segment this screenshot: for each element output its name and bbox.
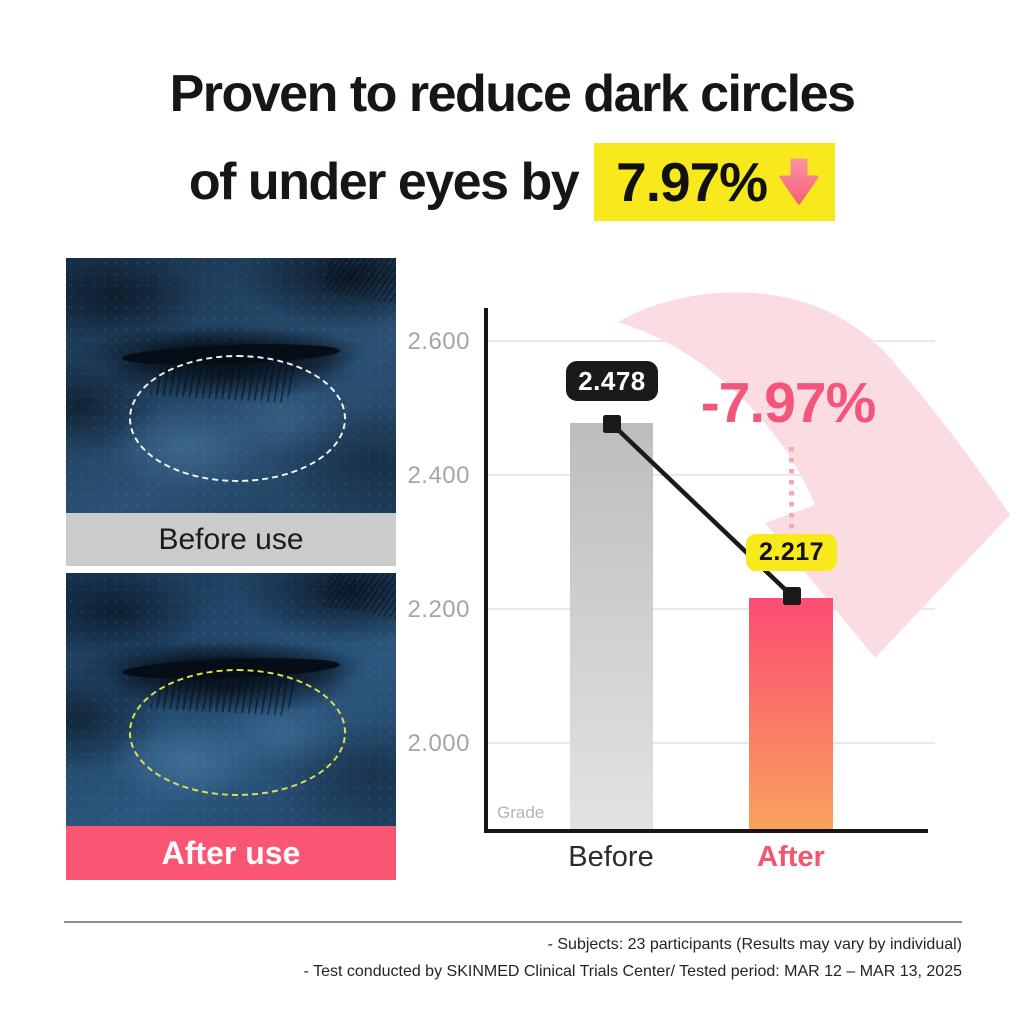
gridline-2400 [488,474,935,476]
value-before: 2.478 [578,365,646,396]
footnote-test-info: - Test conducted by SKINMED Clinical Tri… [303,963,962,980]
ytick-2000: 2.000 [407,730,470,757]
footnote-subjects: - Subjects: 23 participants (Results may… [547,936,962,953]
gridline-2200 [488,608,935,610]
decorative-swoosh-arrow [618,292,1010,658]
down-arrow-icon [779,158,819,205]
before-caption-label: Before use [158,522,304,556]
after-dashed-ellipse-marker [128,669,347,796]
bar-after [749,597,833,829]
title-highlight-value: 7.97% [616,151,768,213]
marker-before [603,415,621,433]
title-line2-prefix: of under eyes by [188,153,580,211]
xlabel-before: Before [568,841,654,873]
ytick-2200: 2.200 [407,596,470,623]
ytick-2600: 2.600 [407,328,470,355]
after-caption-bar: After use [66,826,396,880]
title-line2: of under eyes by 7.97% [0,142,1024,222]
before-caption-bar: Before use [66,513,396,566]
y-axis-line [484,308,488,833]
title-line1: Proven to reduce dark circles [169,65,856,123]
before-dashed-ellipse-marker [128,354,347,483]
x-axis-line [484,829,928,833]
value-tag-after: 2.217 [746,534,837,571]
ytick-2400: 2.400 [407,462,470,489]
gridline-2000 [488,742,935,744]
xlabel-after: After [757,841,825,873]
footer-divider [64,921,962,923]
marker-after [783,587,801,605]
value-after: 2.217 [758,538,825,566]
axis-unit-label: Grade [497,803,545,822]
after-caption-label: After use [161,834,301,871]
after-photo [66,573,396,826]
value-tag-before: 2.478 [566,361,658,401]
bar-before [570,422,653,829]
change-percentage-label: -7.97% [700,371,877,435]
title-highlight-box: 7.97% [594,143,836,221]
before-photo [66,258,396,513]
dotted-drop-line [789,447,794,532]
